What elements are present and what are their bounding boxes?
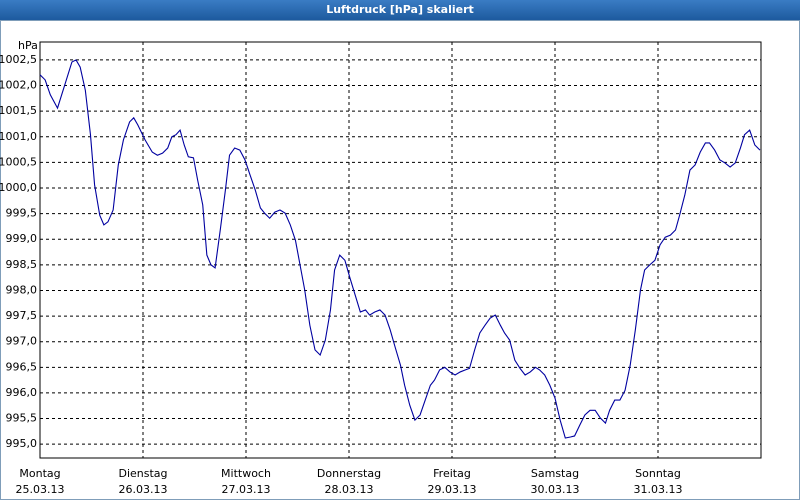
plot-frame [39,41,762,459]
x-tick-date: 25.03.13 [16,483,65,496]
y-tick-label: 998,5 [6,258,38,271]
x-tick-date: 27.03.13 [222,483,271,496]
y-tick-label: 999,5 [6,207,38,220]
y-tick-label: 997,5 [6,309,38,322]
y-tick-label: 1002,5 [0,53,37,66]
y-tick-label: 996,0 [6,386,38,399]
y-tick-label: 1002,0 [0,79,37,92]
x-tick-date: 28.03.13 [325,483,374,496]
x-tick-label: Donnerstag [317,467,381,480]
y-tick-label: 1000,0 [0,181,37,194]
chart-title: Luftdruck [hPa] skaliert [326,3,474,16]
y-tick-label: 1000,5 [0,155,37,168]
title-bar [0,0,800,20]
x-tick-date: 26.03.13 [119,483,168,496]
y-tick-label: 997,0 [6,335,38,348]
x-tick-label: Mittwoch [221,467,271,480]
x-tick-date: 30.03.13 [531,483,580,496]
data-line [39,59,761,439]
x-tick-label: Sonntag [635,467,681,480]
x-tick-label: Freitag [433,467,471,480]
x-tick-date: 31.03.13 [634,483,683,496]
y-axis-label: hPa [18,39,38,52]
y-tick-label: 999,0 [6,232,38,245]
x-tick-label: Montag [19,467,60,480]
y-tick-label: 995,0 [6,437,38,450]
y-tick-label: 996,5 [6,360,38,373]
x-tick-date: 29.03.13 [428,483,477,496]
y-tick-label: 995,5 [6,412,38,425]
y-tick-label: 1001,0 [0,130,37,143]
x-tick-label: Samstag [531,467,579,480]
x-tick-label: Dienstag [118,467,167,480]
y-tick-label: 998,0 [6,283,38,296]
y-tick-label: 1001,5 [0,104,37,117]
